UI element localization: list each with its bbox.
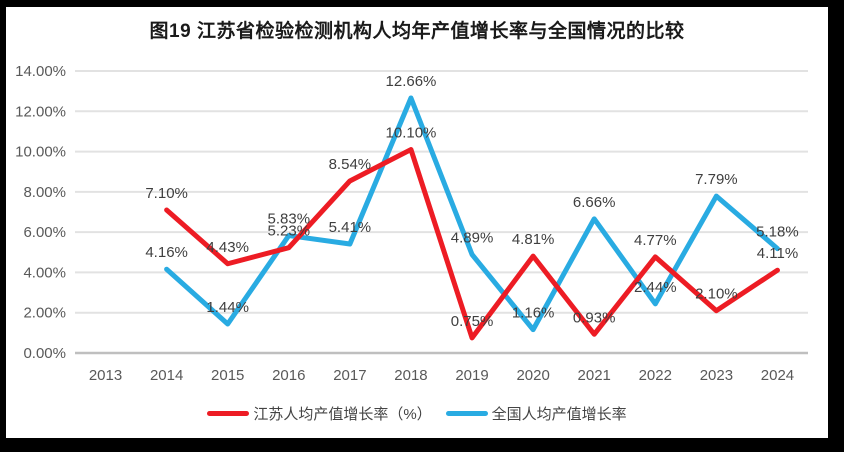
data-label: 5.41%	[329, 219, 372, 236]
y-tick-label: 14.00%	[15, 63, 66, 80]
legend-item-jiangsu: 江苏人均产值增长率（%）	[207, 403, 432, 424]
x-tick-label: 2013	[89, 367, 122, 384]
data-label: 5.83%	[268, 211, 311, 228]
data-label: 4.43%	[206, 239, 249, 256]
x-tick-label: 2022	[639, 367, 672, 384]
x-tick-label: 2024	[761, 367, 794, 384]
data-label: 7.10%	[145, 185, 188, 202]
data-label: 5.23%	[268, 223, 311, 240]
x-tick-label: 2020	[516, 367, 549, 384]
data-label: 2.44%	[634, 279, 677, 296]
legend-label-jiangsu: 江苏人均产值增长率（%）	[253, 405, 432, 423]
legend-swatch-jiangsu-icon	[207, 410, 250, 416]
x-tick-label: 2015	[211, 367, 244, 384]
x-tick-label: 2014	[150, 367, 183, 384]
data-label: 4.89%	[451, 230, 494, 247]
data-label: 1.16%	[512, 305, 555, 322]
data-label: 2.10%	[695, 286, 738, 303]
x-tick-label: 2018	[394, 367, 427, 384]
chart-legend: 江苏人均产值增长率（%） 全国人均产值增长率	[6, 402, 828, 424]
data-label: 6.66%	[573, 194, 616, 211]
x-tick-label: 2016	[272, 367, 305, 384]
data-label: 1.44%	[206, 299, 249, 316]
legend-item-national: 全国人均产值增长率	[445, 403, 627, 424]
series-line-jiangsu	[164, 147, 780, 341]
y-tick-label: 0.00%	[23, 345, 66, 362]
legend-label-national: 全国人均产值增长率	[491, 405, 627, 423]
legend-swatch-national-icon	[445, 410, 488, 416]
y-tick-label: 8.00%	[23, 184, 66, 201]
chart-title: 图19 江苏省检验检测机构人均年产值增长率与全国情况的比较	[149, 21, 685, 42]
data-label: 8.54%	[329, 156, 372, 173]
data-label: 4.11%	[757, 245, 798, 262]
data-label: 5.18%	[756, 224, 799, 241]
chart-background	[6, 7, 828, 438]
y-tick-label: 2.00%	[23, 305, 66, 322]
y-tick-label: 4.00%	[23, 264, 66, 281]
x-tick-label: 2017	[333, 367, 366, 384]
data-label: 7.79%	[695, 171, 738, 188]
data-label: 0.75%	[451, 313, 494, 330]
data-label: 10.10%	[386, 125, 437, 142]
series-line-national	[164, 95, 780, 333]
data-label: 4.16%	[145, 244, 188, 261]
data-label: 12.66%	[386, 73, 437, 90]
x-tick-label: 2023	[700, 367, 733, 384]
y-tick-label: 10.00%	[15, 144, 66, 161]
x-tick-label: 2021	[578, 367, 611, 384]
x-tick-label: 2019	[455, 367, 488, 384]
y-tick-label: 6.00%	[23, 224, 66, 241]
data-label: 4.77%	[634, 232, 677, 249]
data-label: 0.93%	[573, 309, 616, 326]
y-tick-label: 12.00%	[15, 103, 66, 120]
data-label: 4.81%	[512, 231, 555, 248]
